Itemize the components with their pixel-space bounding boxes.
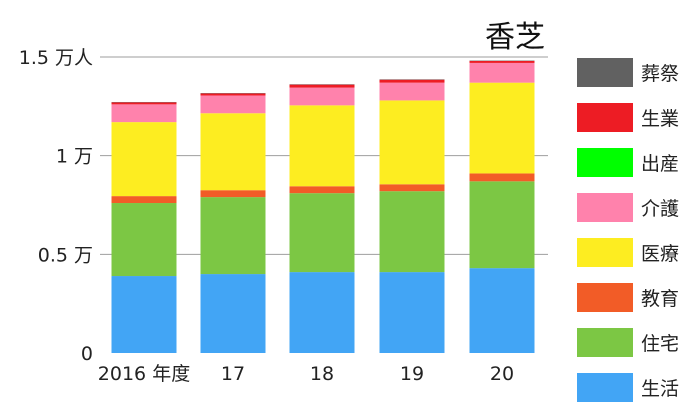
chart-title: 香芝 [485, 20, 545, 55]
x-tick-label: 17 [221, 363, 245, 385]
bar-segment [111, 196, 177, 204]
bar-segment [111, 122, 177, 197]
bar-segment [379, 79, 445, 83]
bars [111, 60, 535, 353]
legend-swatch [577, 283, 633, 312]
legend-label: 生活 [641, 378, 679, 400]
bar-segment [379, 191, 445, 273]
bar-segment [200, 93, 266, 96]
bar-segment [289, 272, 355, 353]
bar-segment [469, 268, 535, 353]
bar-segment [289, 186, 355, 194]
bar-segment [111, 104, 177, 123]
x-tick-label: 2016 年度 [98, 363, 190, 385]
y-tick-label: 1.5 万人 [19, 47, 93, 69]
bar-segment [289, 87, 355, 106]
legend-label: 介護 [641, 198, 679, 220]
bar-segment [200, 190, 266, 198]
y-tick-label: 1 万 [56, 146, 93, 168]
bar-segment [111, 276, 177, 353]
bar-segment [379, 82, 445, 101]
legend-label: 医療 [641, 243, 679, 265]
legend-label: 住宅 [641, 333, 679, 355]
bar-segment [289, 84, 355, 88]
legend-label: 葬祭 [641, 63, 679, 85]
legend-swatch [577, 238, 633, 267]
bar-segment [200, 197, 266, 275]
bar-segment [379, 184, 445, 192]
bar-segment [289, 193, 355, 273]
bar-segment [469, 181, 535, 269]
bar-segment [379, 272, 445, 353]
legend-swatch [577, 103, 633, 132]
bar-segment [200, 95, 266, 114]
legend-swatch [577, 373, 633, 402]
bar-segment [200, 113, 266, 191]
legend-swatch [577, 328, 633, 357]
bar-segment [469, 173, 535, 182]
y-tick-label: 0 [81, 343, 93, 365]
x-tick-label: 18 [310, 363, 334, 385]
bar-segment [379, 100, 445, 185]
legend-swatch [577, 193, 633, 222]
legend-label: 出産 [641, 153, 679, 175]
x-tick-label: 20 [490, 363, 514, 385]
legend-label: 生業 [641, 108, 679, 130]
bar-segment [200, 274, 266, 353]
bar-segment [111, 203, 177, 277]
x-tick-label: 19 [400, 363, 424, 385]
bar-segment [469, 62, 535, 83]
bar-segment [469, 82, 535, 174]
bar-segment [469, 60, 535, 63]
legend-swatch [577, 148, 633, 177]
y-tick-label: 0.5 万 [38, 244, 93, 266]
legend-swatch [577, 58, 633, 87]
axis-labels: 0 0.5 万 1 万 1.5 万人 2016 年度 17 18 19 20 [19, 47, 514, 385]
bar-segment [289, 105, 355, 187]
bar-segment [111, 102, 177, 105]
legend-label: 教育 [641, 288, 679, 310]
